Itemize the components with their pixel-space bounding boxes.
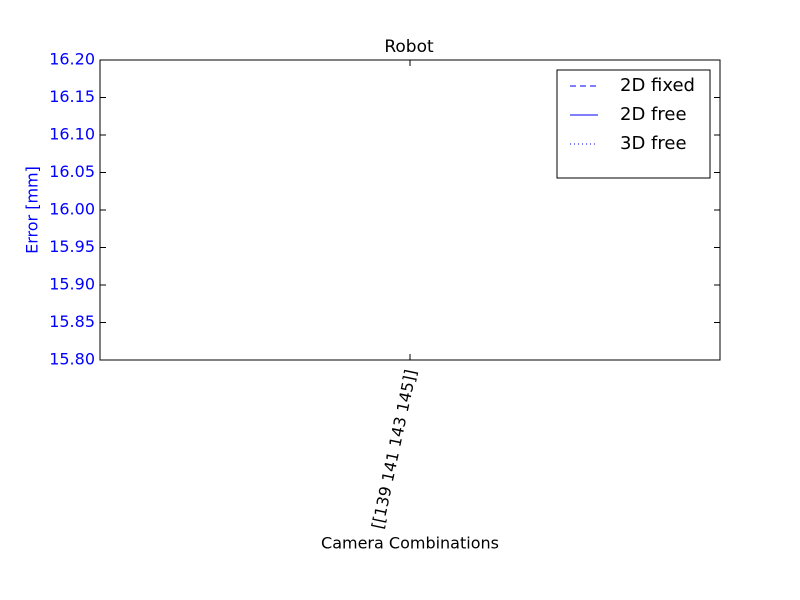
y-tick-label: 15.80 bbox=[49, 350, 95, 369]
y-tick-label: 16.20 bbox=[49, 50, 95, 69]
y-tick-label: 15.90 bbox=[49, 275, 95, 294]
x-axis-label: Camera Combinations bbox=[321, 534, 499, 553]
legend-box bbox=[556, 69, 711, 179]
y-tick-label: 16.15 bbox=[49, 87, 95, 106]
y-tick-label: 16.10 bbox=[49, 125, 95, 144]
legend-label: 3D free bbox=[620, 133, 687, 154]
y-axis-label: Error [mm] bbox=[23, 166, 42, 254]
y-tick-label: 16.00 bbox=[49, 200, 95, 219]
y-tick-label: 15.95 bbox=[49, 237, 95, 256]
legend-label: 2D fixed bbox=[620, 75, 695, 96]
chart-title: Robot bbox=[384, 37, 434, 57]
y-tick-label: 16.05 bbox=[49, 162, 95, 181]
y-tick-label: 15.85 bbox=[49, 312, 95, 331]
legend-label: 2D free bbox=[620, 104, 687, 125]
